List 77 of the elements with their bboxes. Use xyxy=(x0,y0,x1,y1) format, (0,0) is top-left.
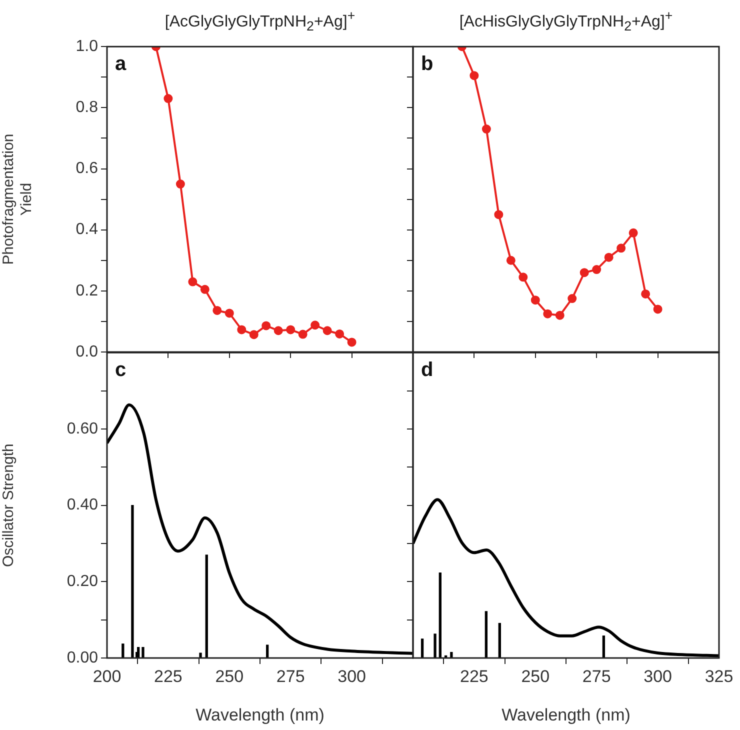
annotation: b xyxy=(421,53,434,76)
point xyxy=(347,338,356,347)
x-axis-title: Wavelength (nm) xyxy=(196,705,324,724)
point xyxy=(568,294,577,304)
bar xyxy=(484,611,488,658)
point xyxy=(518,272,528,282)
x-tick-label: 275 xyxy=(582,666,611,686)
point xyxy=(494,210,504,220)
point xyxy=(262,321,271,330)
y-tick-label: 0.00 xyxy=(66,649,98,666)
x-tick-label: 200 xyxy=(92,666,122,686)
bar xyxy=(438,572,442,658)
point xyxy=(164,94,173,104)
y-tick-label: 1.0 xyxy=(76,38,98,56)
bar xyxy=(205,554,208,658)
point xyxy=(555,310,564,320)
bar xyxy=(266,644,269,658)
point xyxy=(653,304,662,314)
x-tick-label: 325 xyxy=(704,666,734,686)
bar xyxy=(131,504,134,658)
point xyxy=(249,330,258,340)
chart-title: [AcHisGlyGlyGlyTrpNH$_{2}$+Ag]$^{+}$ xyxy=(458,8,674,34)
chart-title: [AcGlyGlyGlyTrpNH$_{2}$+Ag]$^{+}$ xyxy=(164,8,356,34)
point xyxy=(212,306,222,315)
y-tick-label: 0.2 xyxy=(76,282,98,300)
point xyxy=(628,228,638,238)
point xyxy=(604,252,614,262)
y-tick-label: 0.20 xyxy=(66,573,98,590)
x-tick-label: 250 xyxy=(215,666,244,686)
x-tick-label: 300 xyxy=(338,666,366,686)
y-tick-label: 0.8 xyxy=(76,99,98,116)
point xyxy=(310,320,320,330)
bar xyxy=(602,636,606,658)
bar xyxy=(434,634,436,658)
point xyxy=(188,277,198,286)
y-tick-label: 0.6 xyxy=(76,160,98,178)
bar xyxy=(122,644,124,658)
point xyxy=(543,309,552,318)
y-axis-title: Oscillator Strength xyxy=(0,444,18,567)
point xyxy=(176,180,185,189)
point xyxy=(641,289,650,298)
point xyxy=(224,308,234,318)
point xyxy=(298,330,308,339)
annotation: c xyxy=(115,359,126,382)
annotation: d xyxy=(421,359,434,382)
point xyxy=(530,296,540,305)
point xyxy=(274,326,283,336)
bar xyxy=(498,622,501,658)
bar xyxy=(137,646,140,658)
point xyxy=(322,326,332,336)
point xyxy=(506,256,516,265)
y-tick-label: 0.60 xyxy=(66,420,98,438)
y-axis-title: Photofragmentation Yield xyxy=(0,134,36,265)
bar xyxy=(199,652,202,658)
point xyxy=(592,265,602,274)
x-tick-label: 300 xyxy=(644,666,672,686)
y-tick-label: 0.40 xyxy=(66,496,98,514)
y-tick-label: 0.0 xyxy=(76,343,98,360)
point xyxy=(470,71,479,80)
bar xyxy=(420,638,424,658)
annotation: a xyxy=(115,53,127,76)
x-tick-label: 225 xyxy=(460,666,488,686)
line-series xyxy=(107,403,413,655)
point xyxy=(580,268,589,278)
point xyxy=(237,325,246,334)
point xyxy=(616,244,626,253)
point xyxy=(335,329,344,338)
x-axis-title: Wavelength (nm) xyxy=(502,705,630,724)
y-tick-label: 0.4 xyxy=(76,221,98,238)
x-tick-label: 225 xyxy=(154,666,182,686)
point xyxy=(286,325,296,334)
bar xyxy=(450,652,453,658)
bar xyxy=(142,646,144,658)
x-tick-label: 250 xyxy=(521,666,550,686)
x-tick-label: 275 xyxy=(276,666,305,686)
point xyxy=(200,284,210,294)
point xyxy=(482,124,491,134)
